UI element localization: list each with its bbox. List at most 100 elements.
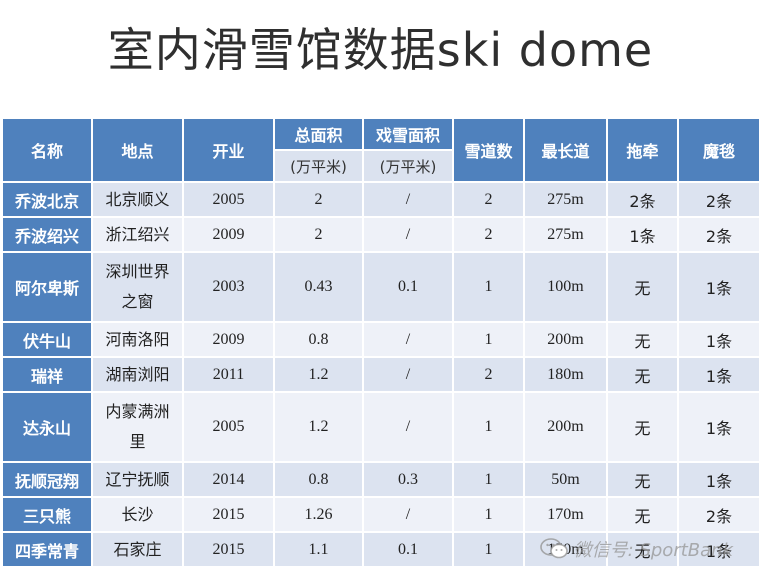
cell-carpet: 1条 [677,461,761,498]
wechat-icon [539,538,568,559]
cell-carpet: 2条 [677,496,761,533]
cell-name: 阿尔卑斯 [1,251,93,323]
cell-total-area: 0.43 [273,251,364,323]
cell-longest: 200m [523,321,608,358]
cell-total-area: 1.26 [273,496,364,533]
table-body: 乔波北京 北京顺义 2005 2/2 275m 2条 2条 乔波绍兴 浙江绍兴 2009 2/2 27… [1,181,761,568]
table-row: 瑞祥 湖南浏阳 2011 1.2/2 180m 无 1条 [1,356,761,393]
cell-tow: 无 [606,356,679,393]
cell-total-area: 2 [273,181,364,218]
cell-longest: 100m [523,251,608,323]
cell-name: 达永山 [1,391,93,463]
cell-play-area: 0.1 [362,531,454,568]
table-row: 乔波绍兴 浙江绍兴 2009 2/2 275m 1条 2条 [1,216,761,253]
cell-location: 河南洛阳 [91,321,184,358]
cell-longest: 275m [523,216,608,253]
cell-play-area: 0.1 [362,251,454,323]
cell-location: 湖南浏阳 [91,356,184,393]
table-row: 抚顺冠翔 辽宁抚顺 2014 0.8 0.3 1 50m 无 1条 [1,461,761,498]
cell-play-area: 0.3 [362,461,454,498]
cell-total-area: 1.2 [273,356,364,393]
cell-tow: 无 [606,321,679,358]
cell-opened: 2009 [182,216,275,253]
cell-play-area: / [362,496,454,533]
header-name: 名称 [1,117,93,183]
cell-tow: 1条 [606,216,679,253]
cell-longest: 180m [523,356,608,393]
cell-name: 瑞祥 [1,356,93,393]
cell-opened: 2015 [182,531,275,568]
cell-name: 三只熊 [1,496,93,533]
cell-carpet: 2条 [677,216,761,253]
cell-carpet: 2条 [677,181,761,218]
cell-name: 乔波北京 [1,181,93,218]
cell-opened: 2015 [182,496,275,533]
cell-play-area: / [362,356,454,393]
cell-location: 内蒙满洲里 [91,391,184,463]
cell-total-area: 2 [273,216,364,253]
header-play-area-unit: (万平米) [362,149,454,183]
cell-opened: 2011 [182,356,275,393]
watermark-text: 微信号: SportBank [573,540,733,561]
cell-carpet: 1条 [677,356,761,393]
slide-title: 室内滑雪馆数据ski dome [107,23,654,77]
cell-location: 长沙 [91,496,184,533]
cell-trails: 2 [452,181,525,218]
watermark: 微信号: SportBank [539,536,733,562]
table-header: 名称 地点 开业 总面积 戏雪面积 雪道数 最长道 拖牵 魔毯 (万平米) (万… [1,117,761,183]
cell-name: 乔波绍兴 [1,216,93,253]
cell-name: 伏牛山 [1,321,93,358]
cell-play-area: / [362,181,454,218]
table-row: 伏牛山 河南洛阳 2009 0.8/1 200m 无 1条 [1,321,761,358]
table-row: 达永山 内蒙满洲里 2005 1.2/1 200m 无 1条 [1,391,761,463]
header-location: 地点 [91,117,184,183]
cell-trails: 1 [452,391,525,463]
header-carpet: 魔毯 [677,117,761,183]
table-row: 阿尔卑斯 深圳世界之窗 2003 0.43 0.1 1 100m 无 1条 [1,251,761,323]
cell-tow: 2条 [606,181,679,218]
cell-carpet: 1条 [677,391,761,463]
cell-tow: 无 [606,496,679,533]
cell-longest: 50m [523,461,608,498]
cell-location: 浙江绍兴 [91,216,184,253]
cell-total-area: 1.2 [273,391,364,463]
ski-dome-table: 名称 地点 开业 总面积 戏雪面积 雪道数 最长道 拖牵 魔毯 (万平米) (万… [1,117,761,568]
cell-total-area: 0.8 [273,321,364,358]
cell-tow: 无 [606,461,679,498]
header-total-area: 总面积 [273,117,364,151]
cell-longest: 200m [523,391,608,463]
cell-tow: 无 [606,531,679,568]
cell-name: 四季常青 [1,531,93,568]
cell-opened: 2014 [182,461,275,498]
cell-location: 北京顺义 [91,181,184,218]
cell-trails: 2 [452,216,525,253]
cell-tow: 无 [606,391,679,463]
header-tow: 拖牵 [606,117,679,183]
cell-tow: 无 [606,251,679,323]
cell-trails: 1 [452,496,525,533]
cell-longest: 275m [523,181,608,218]
header-trails: 雪道数 [452,117,525,183]
table-row: 三只熊 长沙 2015 1.26/1 170m 无 2条 [1,496,761,533]
cell-location: 深圳世界之窗 [91,251,184,323]
cell-name: 抚顺冠翔 [1,461,93,498]
header-play-area: 戏雪面积 [362,117,454,151]
cell-play-area: / [362,216,454,253]
cell-opened: 2009 [182,321,275,358]
cell-longest: 170m [523,496,608,533]
cell-play-area: / [362,391,454,463]
cell-carpet: 1条 [677,251,761,323]
cell-trails: 1 [452,461,525,498]
cell-total-area: 0.8 [273,461,364,498]
cell-trails: 1 [452,321,525,358]
cell-trails: 1 [452,251,525,323]
cell-location: 石家庄 [91,531,184,568]
header-longest: 最长道 [523,117,608,183]
cell-trails: 1 [452,531,525,568]
header-total-area-unit: (万平米) [273,149,364,183]
header-opened: 开业 [182,117,275,183]
cell-opened: 2005 [182,391,275,463]
cell-opened: 2003 [182,251,275,323]
cell-location: 辽宁抚顺 [91,461,184,498]
